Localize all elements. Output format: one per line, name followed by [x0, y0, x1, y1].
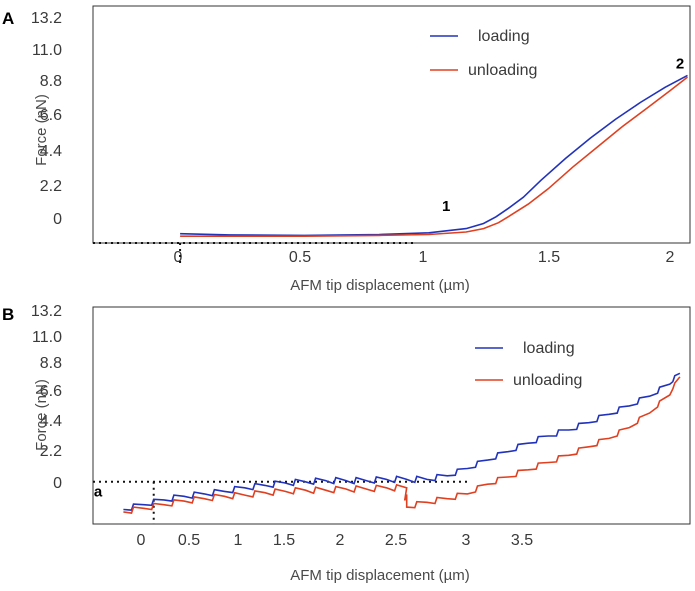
annotation-label: 1 — [442, 198, 450, 215]
y-tick-label: 2.2 — [40, 443, 62, 460]
x-tick-label: 1.5 — [538, 249, 560, 266]
series-b — [123, 372, 681, 514]
series-line-loading — [180, 74, 688, 237]
annotations-a: 12 — [442, 56, 684, 215]
x-tick-label: 2 — [666, 249, 675, 266]
y-tick-label: 2.2 — [40, 178, 62, 195]
series-line-unloading — [123, 376, 681, 514]
y-ticks-b: 13.2 11.0 8.8 6.6 4.4 2.2 0 — [31, 303, 62, 492]
y-tick-label: 13.2 — [31, 10, 62, 27]
series-line-unloading — [180, 76, 688, 237]
y-tick-label: 4.4 — [40, 413, 62, 430]
plot-frame-b — [92, 306, 691, 525]
y-tick-label: 4.4 — [40, 143, 62, 160]
y-tick-label: 13.2 — [31, 303, 62, 320]
x-tick-label: 1 — [234, 532, 243, 549]
y-axis-label-a: Force (nN) — [33, 94, 50, 166]
annotation-label: 2 — [676, 56, 684, 73]
legend-label-loading: loading — [478, 28, 530, 45]
x-tick-label: 0 — [137, 532, 146, 549]
legend-label-loading: loading — [523, 340, 575, 357]
x-tick-label: 0 — [174, 249, 183, 266]
x-tick-label: 1.5 — [273, 532, 295, 549]
x-tick-label: 3 — [462, 532, 471, 549]
y-tick-label: 8.8 — [40, 73, 62, 90]
y-tick-label: 0 — [53, 475, 62, 492]
x-axis-label-b: AFM tip displacement (µm) — [290, 567, 470, 584]
legend-b: loading unloading — [475, 340, 582, 389]
series-a — [180, 74, 688, 237]
legend-a: loading unloading — [430, 28, 537, 79]
x-tick-label: 1 — [419, 249, 428, 266]
legend-label-unloading: unloading — [468, 62, 537, 79]
x-ticks-a: 0 0.5 1 1.5 2 — [174, 249, 675, 266]
panel-label-a: A — [2, 9, 14, 28]
reference-lines-b — [93, 480, 468, 524]
y-ticks-a: 13.2 11.0 8.8 6.6 4.4 2.2 0 — [31, 10, 62, 228]
x-axis-label-a: AFM tip displacement (µm) — [290, 277, 470, 294]
x-tick-label: 2 — [336, 532, 345, 549]
panel-label-b: B — [2, 305, 14, 324]
x-ticks-b: 0 0.5 1 1.5 2 2.5 3 3.5 — [137, 532, 534, 549]
y-tick-label: 6.6 — [40, 107, 62, 124]
x-tick-label: 0.5 — [289, 249, 311, 266]
y-tick-label: 6.6 — [40, 383, 62, 400]
x-tick-label: 3.5 — [511, 532, 533, 549]
plot-frame-a — [92, 5, 691, 244]
annotation-label: a — [94, 483, 103, 500]
legend-label-unloading: unloading — [513, 372, 582, 389]
reference-lines-a — [93, 242, 417, 267]
series-line-loading — [123, 372, 681, 511]
x-tick-label: 0.5 — [178, 532, 200, 549]
annotations-b: a — [94, 483, 103, 500]
y-axis-label-b: Force (nN) — [33, 379, 50, 451]
y-tick-label: 0 — [53, 211, 62, 228]
x-tick-label: 2.5 — [385, 532, 407, 549]
y-tick-label: 8.8 — [40, 355, 62, 372]
y-tick-label: 11.0 — [32, 329, 62, 346]
y-tick-label: 11.0 — [32, 42, 62, 59]
